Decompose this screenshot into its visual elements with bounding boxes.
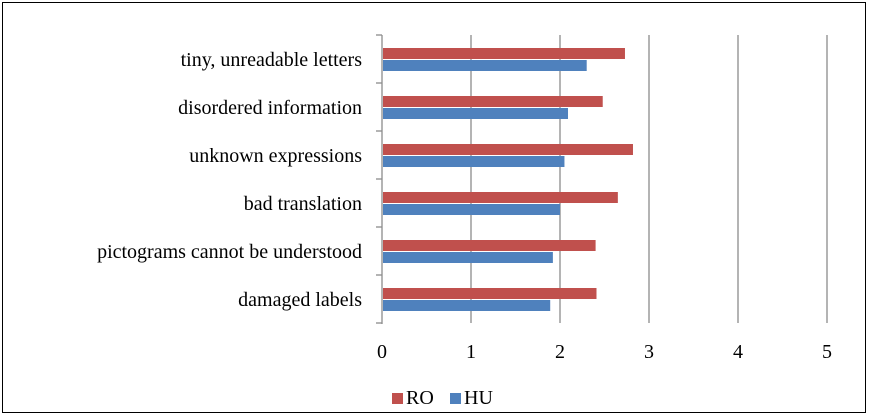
bar-ro — [383, 144, 633, 155]
legend-swatch-hu — [450, 393, 461, 404]
category-label: disordered information — [178, 97, 362, 119]
bar-ro — [383, 192, 618, 203]
bar-ro — [383, 96, 603, 107]
legend-swatch-ro — [392, 393, 403, 404]
bar-ro — [383, 240, 596, 251]
bar-ro — [383, 48, 625, 59]
category-label: unknown expressions — [189, 145, 362, 167]
bar-hu — [383, 300, 551, 311]
bar-hu — [383, 156, 565, 167]
x-tick-label: 3 — [644, 341, 654, 363]
category-label: tiny, unreadable letters — [181, 49, 363, 71]
x-tick-label: 0 — [377, 341, 387, 363]
x-tick-label: 2 — [555, 341, 565, 363]
category-label: damaged labels — [238, 289, 362, 311]
bar-hu — [383, 108, 569, 119]
bar-hu — [383, 204, 560, 215]
bar-hu — [383, 60, 587, 71]
category-label: bad translation — [244, 193, 362, 215]
bar-ro — [383, 288, 597, 299]
category-label: pictograms cannot be understood — [97, 241, 362, 263]
x-tick-label: 4 — [733, 341, 743, 363]
legend-label-hu: HU — [464, 387, 493, 409]
x-tick-label: 1 — [466, 341, 476, 363]
x-tick-label: 5 — [822, 341, 832, 363]
legend-label-ro: RO — [406, 387, 434, 409]
bar-hu — [383, 252, 553, 263]
